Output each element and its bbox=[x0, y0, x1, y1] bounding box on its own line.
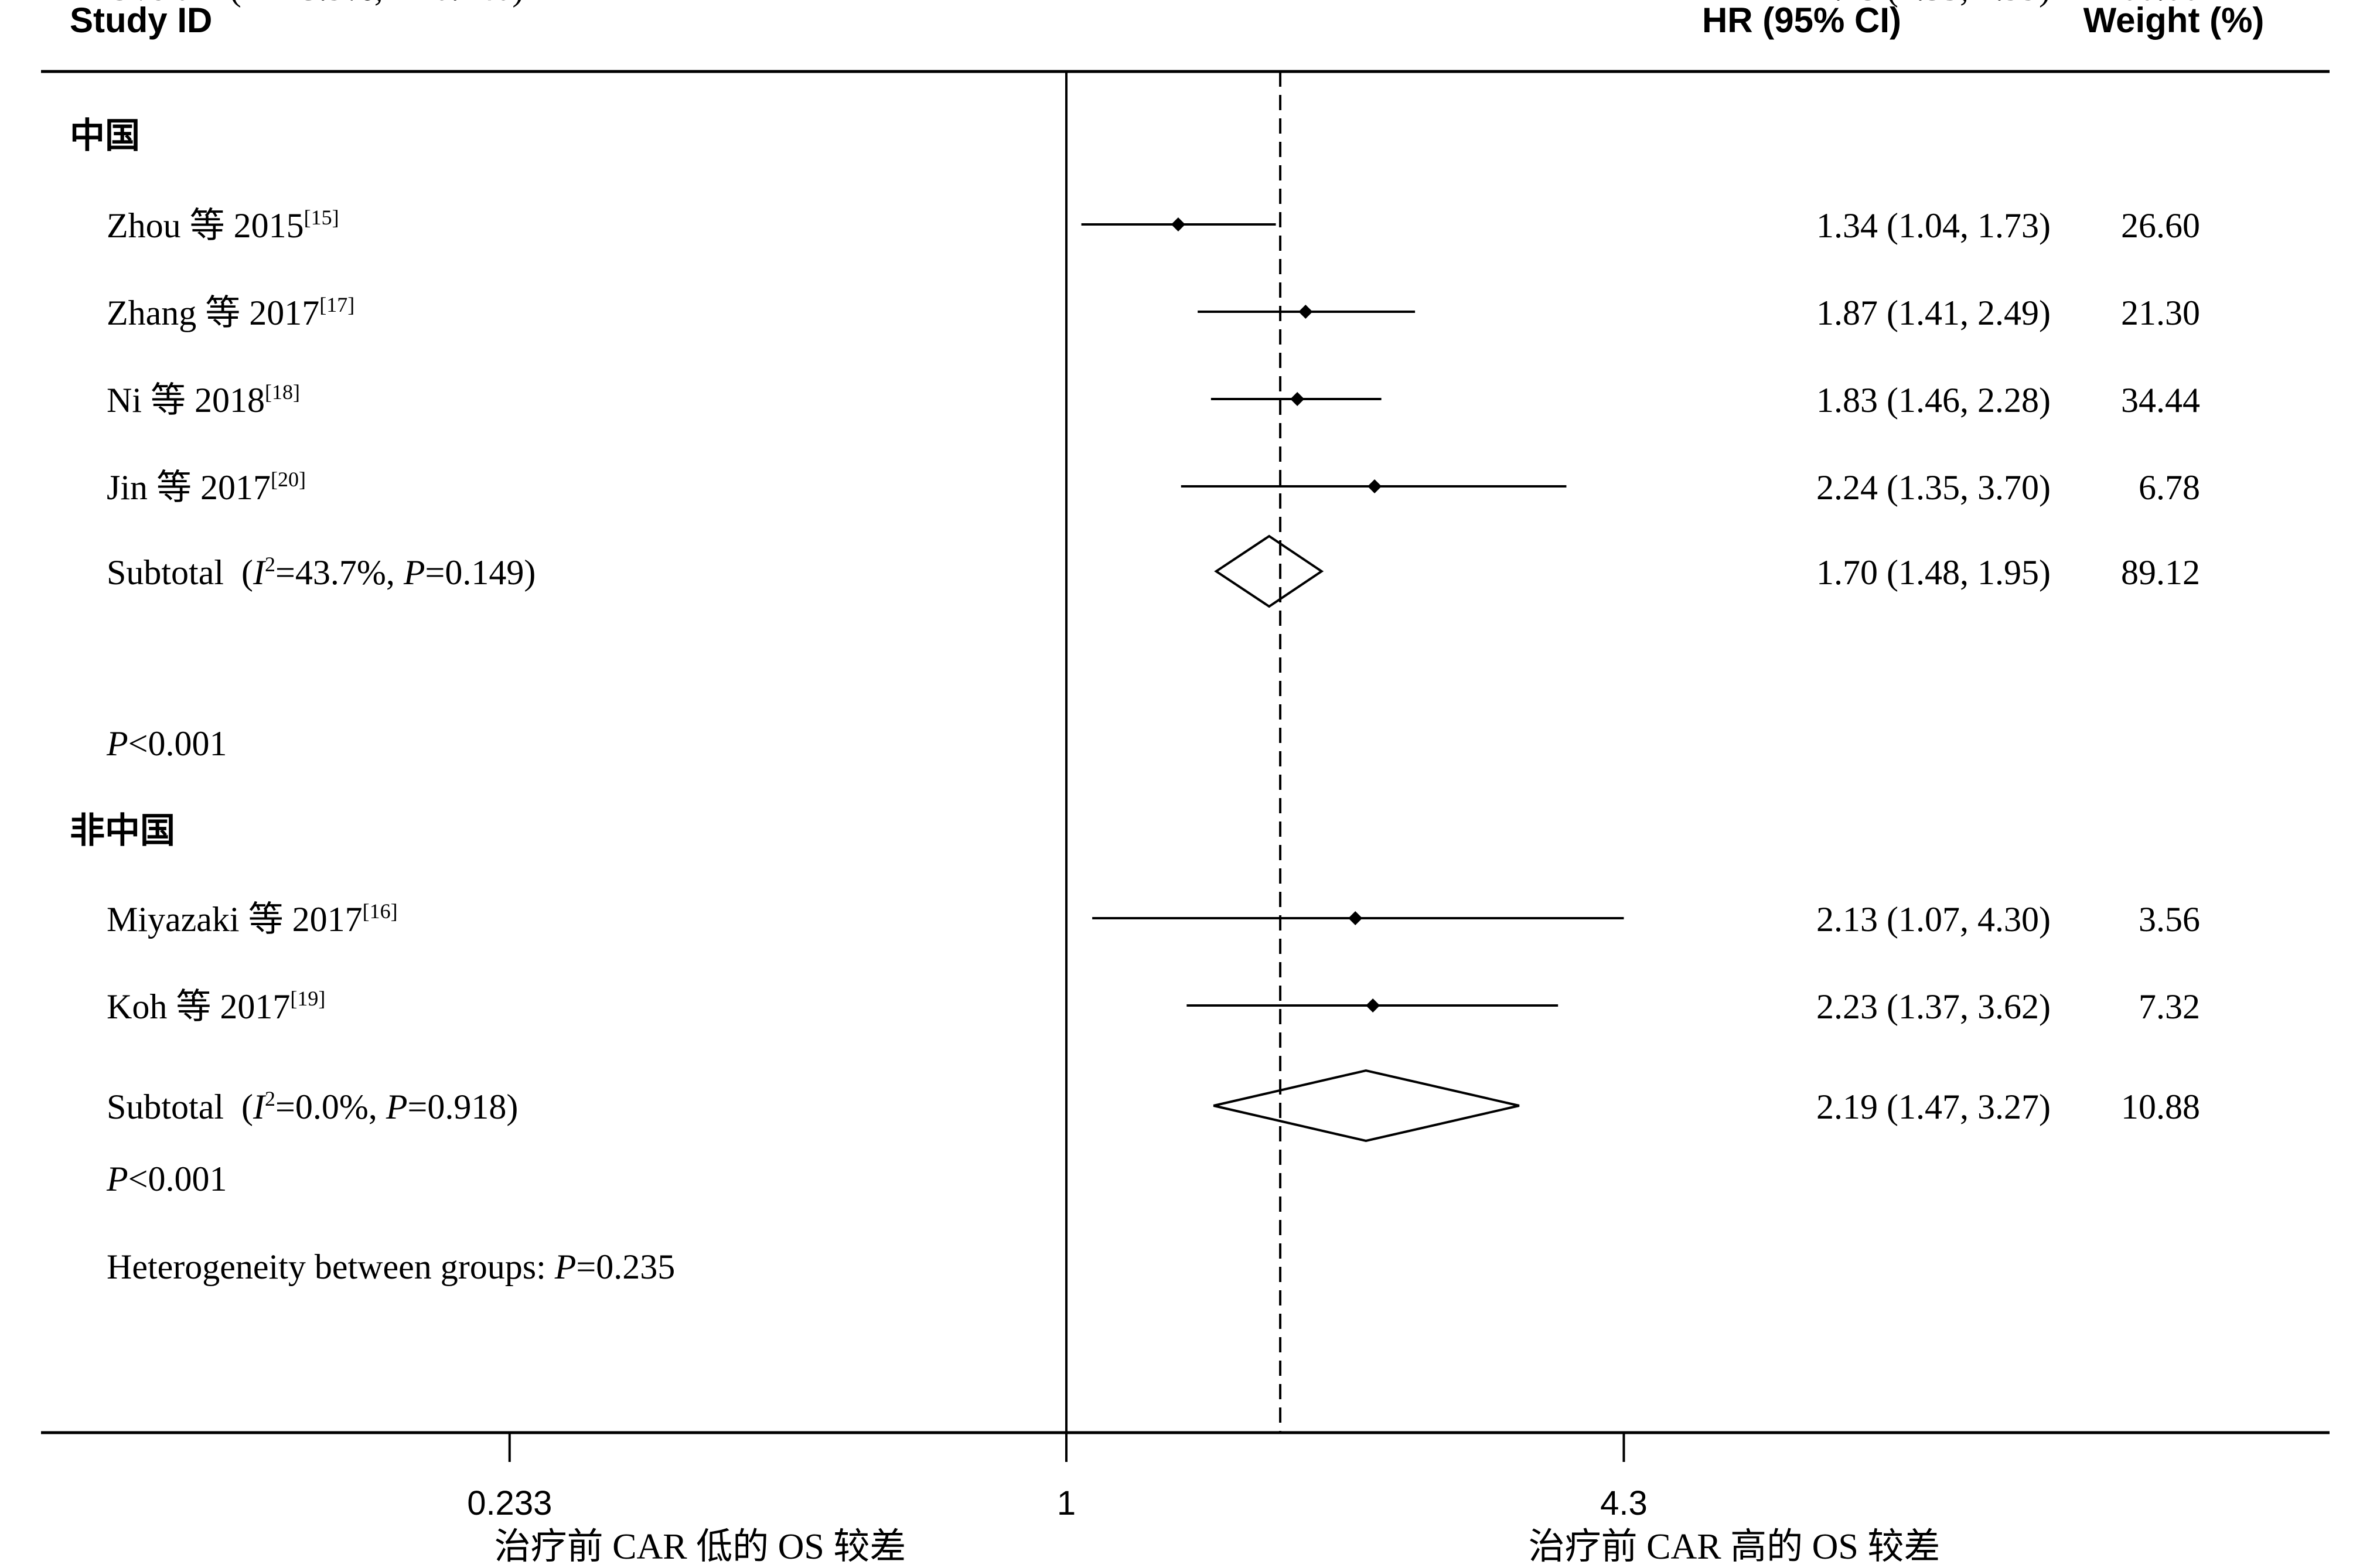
point-estimate bbox=[1348, 911, 1363, 925]
weight-value: 6.78 bbox=[2139, 468, 2200, 507]
x-axis-tick-label: 0.233 bbox=[467, 1484, 552, 1522]
weight-value: 100.00 bbox=[2103, 0, 2200, 8]
weight-value: 89.12 bbox=[2121, 553, 2200, 592]
x-axis-tick-label: 1 bbox=[1057, 1484, 1076, 1522]
x-axis-tick-label: 4.3 bbox=[1600, 1484, 1648, 1522]
weight-value: 7.32 bbox=[2139, 987, 2200, 1026]
point-estimate bbox=[1368, 479, 1382, 493]
header-weight: Weight (%) bbox=[2083, 1, 2265, 40]
point-estimate bbox=[1298, 305, 1313, 319]
weight-value: 21.30 bbox=[2121, 294, 2200, 332]
hr-ci-value: 1.70 (1.48, 1.95) bbox=[1816, 553, 2051, 592]
group-label: 非中国 bbox=[70, 811, 175, 850]
weight-value: 26.60 bbox=[2121, 206, 2200, 245]
hr-ci-value: 2.24 (1.35, 3.70) bbox=[1816, 468, 2051, 507]
study-label: Zhou 等 2015[15] bbox=[107, 206, 339, 245]
study-label: Koh 等 2017[19] bbox=[107, 987, 325, 1026]
hr-ci-value: 1.75 (1.53, 1.99) bbox=[1816, 0, 2051, 8]
weight-value: 34.44 bbox=[2121, 381, 2200, 420]
hr-ci-value: 1.34 (1.04, 1.73) bbox=[1816, 206, 2051, 245]
pooled-diamond bbox=[1213, 1069, 1520, 1143]
subgroup-p-value: P<0.001 bbox=[106, 724, 227, 763]
hr-ci-value: 2.23 (1.37, 3.62) bbox=[1816, 987, 2051, 1026]
group-label: 中国 bbox=[70, 116, 140, 155]
x-caption-right: 治疗前 CAR 高的 OS 较差 bbox=[1529, 1527, 1941, 1567]
header-study-id: Study ID bbox=[70, 1, 212, 40]
study-label: Ni 等 2018[18] bbox=[107, 380, 300, 420]
x-caption-left: 治疗前 CAR 低的 OS 较差 bbox=[495, 1527, 906, 1567]
subgroup-p-value: P<0.001 bbox=[106, 1160, 227, 1198]
point-estimate bbox=[1171, 217, 1185, 231]
heterogeneity-label: Heterogeneity between groups: P=0.235 bbox=[107, 1247, 675, 1286]
study-label: Zhang 等 2017[17] bbox=[107, 293, 354, 332]
hr-ci-value: 1.83 (1.46, 2.28) bbox=[1816, 381, 2051, 420]
weight-value: 10.88 bbox=[2121, 1088, 2200, 1126]
study-label: Miyazaki 等 2017[16] bbox=[107, 899, 398, 939]
hr-ci-value: 2.13 (1.07, 4.30) bbox=[1816, 900, 2051, 939]
subtotal-label: Subtotal (I2=0.0%, P=0.918) bbox=[107, 1087, 518, 1126]
header-hr-ci: HR (95% CI) bbox=[1702, 1, 1901, 40]
point-estimate bbox=[1366, 998, 1380, 1013]
pooled-diamond bbox=[1214, 534, 1324, 608]
hr-ci-value: 2.19 (1.47, 3.27) bbox=[1816, 1088, 2051, 1126]
hr-ci-value: 1.87 (1.41, 2.49) bbox=[1816, 294, 2051, 332]
overall-label: Overall (I2=25.9%, P=0.240) bbox=[107, 0, 524, 8]
subtotal-label: Subtotal (I2=43.7%, P=0.149) bbox=[107, 553, 536, 592]
point-estimate bbox=[1290, 392, 1305, 406]
study-label: Jin 等 2017[20] bbox=[107, 468, 306, 507]
weight-value: 3.56 bbox=[2139, 900, 2200, 939]
